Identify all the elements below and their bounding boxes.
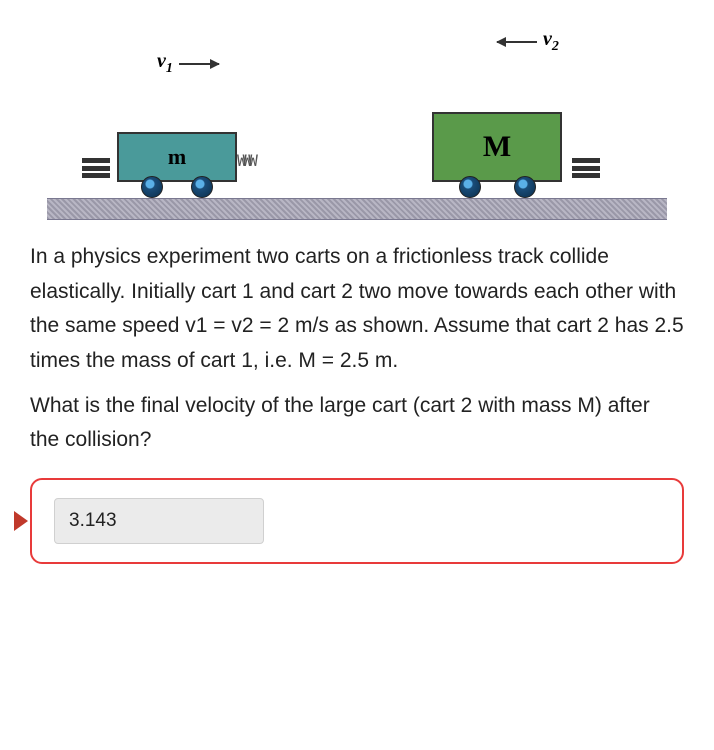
wheel-icon	[141, 176, 163, 198]
arrow-left-icon	[497, 41, 537, 43]
cart-2-body: M	[432, 112, 562, 182]
bumper-left	[82, 158, 110, 178]
question-paragraph-1: In a physics experiment two carts on a f…	[30, 240, 684, 379]
track	[47, 198, 667, 220]
arrow-right-icon	[179, 63, 219, 65]
cart-1: m	[117, 132, 237, 198]
cart-1-wheels	[117, 176, 237, 198]
spring-icon: WWW	[237, 151, 254, 170]
wheel-icon	[514, 176, 536, 198]
cart-2-wheels	[432, 176, 562, 198]
velocity-label-2: v2	[497, 28, 559, 55]
answer-container	[30, 478, 684, 564]
bumper-right	[572, 158, 600, 178]
cart-2: M	[432, 112, 562, 198]
velocity-label-1: v1	[157, 50, 219, 77]
question-paragraph-2: What is the final velocity of the large …	[30, 389, 684, 458]
wheel-icon	[459, 176, 481, 198]
wheel-icon	[191, 176, 213, 198]
physics-diagram: v1 v2 m WWW M	[47, 20, 667, 220]
pointer-icon	[14, 511, 28, 531]
answer-input[interactable]	[54, 498, 264, 544]
cart-1-body: m	[117, 132, 237, 182]
